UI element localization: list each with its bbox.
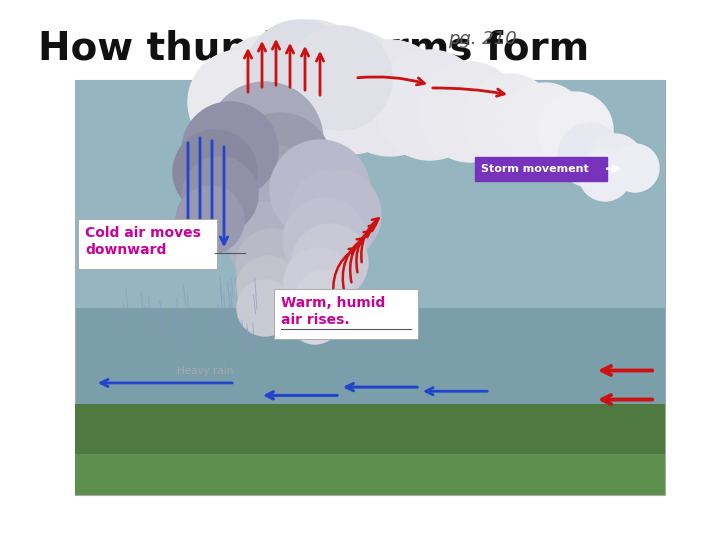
- Circle shape: [503, 83, 587, 167]
- Circle shape: [176, 186, 244, 254]
- Circle shape: [579, 149, 631, 201]
- Circle shape: [228, 202, 308, 282]
- Text: How thunderstorms form: How thunderstorms form: [38, 30, 589, 68]
- Circle shape: [420, 62, 520, 162]
- Text: Storm movement: Storm movement: [481, 164, 589, 173]
- FancyBboxPatch shape: [75, 80, 665, 495]
- Circle shape: [242, 20, 378, 156]
- FancyBboxPatch shape: [75, 80, 665, 308]
- Circle shape: [173, 130, 257, 214]
- FancyBboxPatch shape: [475, 157, 607, 180]
- Circle shape: [222, 144, 318, 240]
- Text: Warm, humid
air rises.: Warm, humid air rises.: [281, 296, 385, 327]
- Circle shape: [210, 35, 330, 155]
- Circle shape: [270, 140, 370, 240]
- FancyBboxPatch shape: [274, 289, 418, 339]
- FancyBboxPatch shape: [78, 219, 217, 269]
- FancyBboxPatch shape: [75, 404, 665, 495]
- Circle shape: [245, 20, 355, 130]
- Circle shape: [207, 82, 323, 198]
- Circle shape: [558, 123, 622, 187]
- Circle shape: [537, 92, 613, 168]
- Circle shape: [284, 248, 352, 316]
- Circle shape: [292, 224, 368, 300]
- Text: Cold air moves
downward: Cold air moves downward: [85, 226, 201, 256]
- Circle shape: [288, 30, 412, 154]
- Circle shape: [236, 256, 300, 320]
- Circle shape: [289, 292, 341, 344]
- Text: pg. 210: pg. 210: [448, 30, 517, 48]
- Circle shape: [182, 157, 258, 233]
- Circle shape: [231, 174, 319, 262]
- Circle shape: [237, 280, 293, 336]
- Circle shape: [587, 134, 643, 190]
- Circle shape: [295, 270, 355, 330]
- Circle shape: [228, 113, 332, 217]
- Circle shape: [236, 229, 308, 301]
- FancyBboxPatch shape: [75, 454, 665, 495]
- Text: Heavy rain: Heavy rain: [176, 366, 233, 375]
- Circle shape: [182, 102, 278, 198]
- Circle shape: [375, 50, 485, 160]
- Circle shape: [188, 50, 292, 154]
- Circle shape: [289, 169, 381, 261]
- Circle shape: [283, 198, 367, 282]
- Circle shape: [464, 74, 556, 166]
- Circle shape: [611, 144, 659, 192]
- Circle shape: [288, 26, 392, 130]
- Circle shape: [332, 40, 448, 156]
